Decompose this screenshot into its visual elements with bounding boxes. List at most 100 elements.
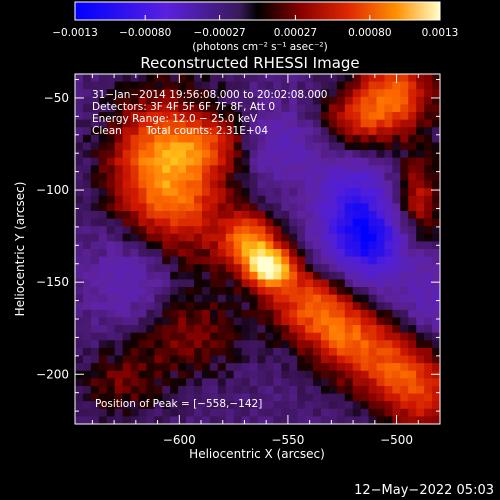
heatmap-cell <box>249 264 258 273</box>
heatmap-cell <box>170 74 179 83</box>
heatmap-cell <box>217 104 227 113</box>
heatmap-cell <box>194 271 203 280</box>
heatmap-cell <box>416 256 425 265</box>
heatmap-cell <box>344 264 354 273</box>
heatmap-cell <box>75 355 84 364</box>
heatmap-cell <box>265 309 274 318</box>
heatmap-cell <box>392 340 401 349</box>
heatmap-cell <box>400 233 409 242</box>
heatmap-cell <box>273 104 282 113</box>
heatmap-cell <box>146 385 155 394</box>
heatmap-cell <box>336 287 346 296</box>
heatmap-cell <box>98 256 108 265</box>
heatmap-cell <box>114 271 123 280</box>
heatmap-cell <box>313 127 322 136</box>
heatmap-cell <box>352 233 362 242</box>
heatmap-cell <box>75 157 84 166</box>
heatmap-cell <box>432 264 441 273</box>
heatmap-cell <box>75 363 84 372</box>
heatmap-cell <box>170 271 179 280</box>
heatmap-cell <box>209 340 219 349</box>
heatmap-cell <box>241 96 250 105</box>
heatmap-cell <box>424 317 433 326</box>
heatmap-cell <box>384 119 393 128</box>
heatmap-cell <box>408 393 417 402</box>
heatmap-cell <box>75 416 84 425</box>
heatmap-cell <box>186 157 195 166</box>
heatmap-cell <box>416 157 425 166</box>
heatmap-cell <box>320 271 330 280</box>
heatmap-cell <box>194 210 203 219</box>
heatmap-cell <box>257 256 266 265</box>
heatmap-cell <box>336 157 346 166</box>
heatmap-cell <box>297 112 306 121</box>
heatmap-cell <box>257 279 266 288</box>
heatmap-cell <box>249 157 258 166</box>
heatmap-cell <box>146 393 155 402</box>
heatmap-cell <box>122 256 131 265</box>
heatmap-cell <box>130 119 139 128</box>
y-axis-label: Heliocentric Y (arcsec) <box>13 182 27 317</box>
heatmap-cell <box>320 264 330 273</box>
heatmap-cell <box>186 393 195 402</box>
heatmap-cell <box>320 241 330 250</box>
heatmap-cell <box>225 96 235 105</box>
heatmap-cell <box>384 287 393 296</box>
heatmap-cell <box>376 332 385 341</box>
heatmap-cell <box>186 172 195 181</box>
heatmap-cell <box>233 264 243 273</box>
heatmap-cell <box>122 302 131 311</box>
heatmap-cell <box>289 401 298 410</box>
heatmap-cell <box>313 233 322 242</box>
heatmap-cell <box>424 172 433 181</box>
heatmap-cell <box>98 332 108 341</box>
heatmap-cell <box>75 332 84 341</box>
heatmap-cell <box>90 218 100 227</box>
heatmap-cell <box>106 150 116 159</box>
heatmap-cell <box>178 188 187 197</box>
heatmap-cell <box>424 89 433 98</box>
heatmap-cell <box>281 96 290 105</box>
heatmap-cell <box>178 363 187 372</box>
heatmap-cell <box>209 188 219 197</box>
heatmap-cell <box>360 142 369 151</box>
heatmap-cell <box>249 233 258 242</box>
heatmap-cell <box>170 81 179 90</box>
heatmap-cell <box>360 393 369 402</box>
heatmap-cell <box>201 134 211 143</box>
heatmap-cell <box>122 96 131 105</box>
heatmap-cell <box>233 96 243 105</box>
heatmap-cell <box>408 363 417 372</box>
heatmap-cell <box>297 226 306 235</box>
heatmap-cell <box>217 279 227 288</box>
heatmap-cell <box>178 370 187 379</box>
heatmap-cell <box>281 332 290 341</box>
heatmap-cell <box>194 233 203 242</box>
heatmap-cell <box>289 119 298 128</box>
heatmap-cell <box>130 287 139 296</box>
heatmap-cell <box>225 347 235 356</box>
heatmap-cell <box>162 81 171 90</box>
heatmap-cell <box>336 416 346 425</box>
heatmap-cell <box>352 256 362 265</box>
heatmap-cell <box>194 249 203 258</box>
heatmap-cell <box>241 172 250 181</box>
heatmap-cell <box>98 302 108 311</box>
heatmap-cell <box>305 385 314 394</box>
heatmap-cell <box>201 233 211 242</box>
heatmap-cell <box>162 195 171 204</box>
heatmap-cell <box>400 347 409 356</box>
colorbar: −0.0013 −0.00080 −0.00027 0.00027 0.00080 0.0… <box>52 1 458 53</box>
heatmap-cell <box>376 172 385 181</box>
heatmap-cell <box>162 119 171 128</box>
heatmap-cell <box>154 271 163 280</box>
heatmap-cell <box>249 74 258 83</box>
heatmap-cell <box>305 233 314 242</box>
heatmap-cell <box>313 378 322 387</box>
heatmap-cell <box>265 347 274 356</box>
heatmap-cell <box>344 408 354 417</box>
heatmap-cell <box>98 150 108 159</box>
heatmap-cell <box>328 401 338 410</box>
heatmap-cell <box>432 294 441 303</box>
heatmap-cell <box>98 195 108 204</box>
